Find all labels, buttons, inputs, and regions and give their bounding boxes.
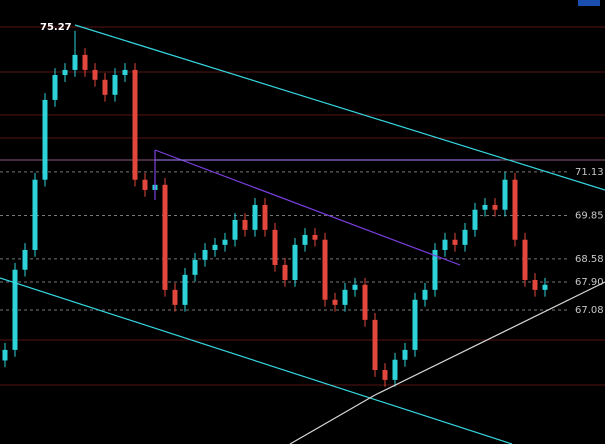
candle-body [312, 234, 318, 240]
candle-body [512, 179, 518, 240]
candle-body [422, 289, 428, 300]
candle-body [472, 209, 478, 230]
candle-body [12, 269, 18, 350]
candle-body [382, 370, 388, 380]
candle-body [362, 284, 368, 320]
candle-body [202, 249, 208, 260]
candle-body [392, 359, 398, 380]
plot: 71.13 69.85 68.58 67.90 67.08 [0, 30, 604, 387]
channel-upper [74, 24, 605, 191]
candle-body [272, 229, 278, 265]
candle-body [342, 289, 348, 305]
candle-body [172, 289, 178, 305]
candle-body [402, 349, 408, 360]
candle-body [182, 274, 188, 305]
candle-body [222, 239, 228, 245]
candle-body [252, 204, 258, 230]
candle-body [142, 179, 148, 190]
candle-body [102, 79, 108, 95]
channel-lower [0, 277, 513, 444]
y-tick-label: 67.90 [575, 277, 604, 288]
candle-body [502, 179, 508, 210]
candle-body [112, 75, 118, 95]
candle-body [62, 69, 68, 76]
candle-body [282, 264, 288, 280]
y-tick-label: 68.58 [575, 254, 604, 265]
y-tick-label: 71.13 [575, 167, 604, 178]
candle-body [82, 54, 88, 70]
candle-body [412, 299, 418, 350]
candle-body [532, 279, 538, 290]
candle-body [432, 249, 438, 290]
support-line [289, 394, 376, 444]
candle-body [442, 239, 448, 250]
y-tick-label: 67.08 [575, 305, 604, 316]
candle-body [162, 184, 168, 290]
y-tick-label: 69.85 [575, 211, 604, 222]
candle-body [462, 229, 468, 245]
candle-body [2, 349, 8, 361]
candle-body [352, 284, 358, 290]
candle-body [242, 219, 248, 230]
candle-body [132, 69, 138, 180]
toolbar-icon [578, 0, 600, 6]
candle-body [42, 99, 48, 180]
candle-body [92, 69, 98, 80]
candle-body [322, 239, 328, 300]
candle-body [332, 299, 338, 305]
candle-body [52, 75, 58, 100]
candle-body [302, 234, 308, 245]
candle-body [192, 259, 198, 275]
candle-body [452, 239, 458, 245]
candle-body [22, 249, 28, 270]
trend-purple [154, 149, 461, 266]
candle-body [542, 284, 548, 290]
candle-body [292, 244, 298, 280]
candle-body [522, 239, 528, 280]
support-line [374, 281, 605, 396]
candle-body [232, 219, 238, 240]
candle-body [32, 179, 38, 250]
trend-lines [0, 24, 605, 444]
candle-body [72, 54, 78, 70]
candle-body [492, 204, 498, 210]
candle-body [212, 244, 218, 250]
candle-body [262, 204, 268, 230]
candle-body [372, 319, 378, 370]
max-label: 75.27 [40, 22, 72, 33]
candle-body [122, 69, 128, 76]
candle-body [482, 204, 488, 210]
